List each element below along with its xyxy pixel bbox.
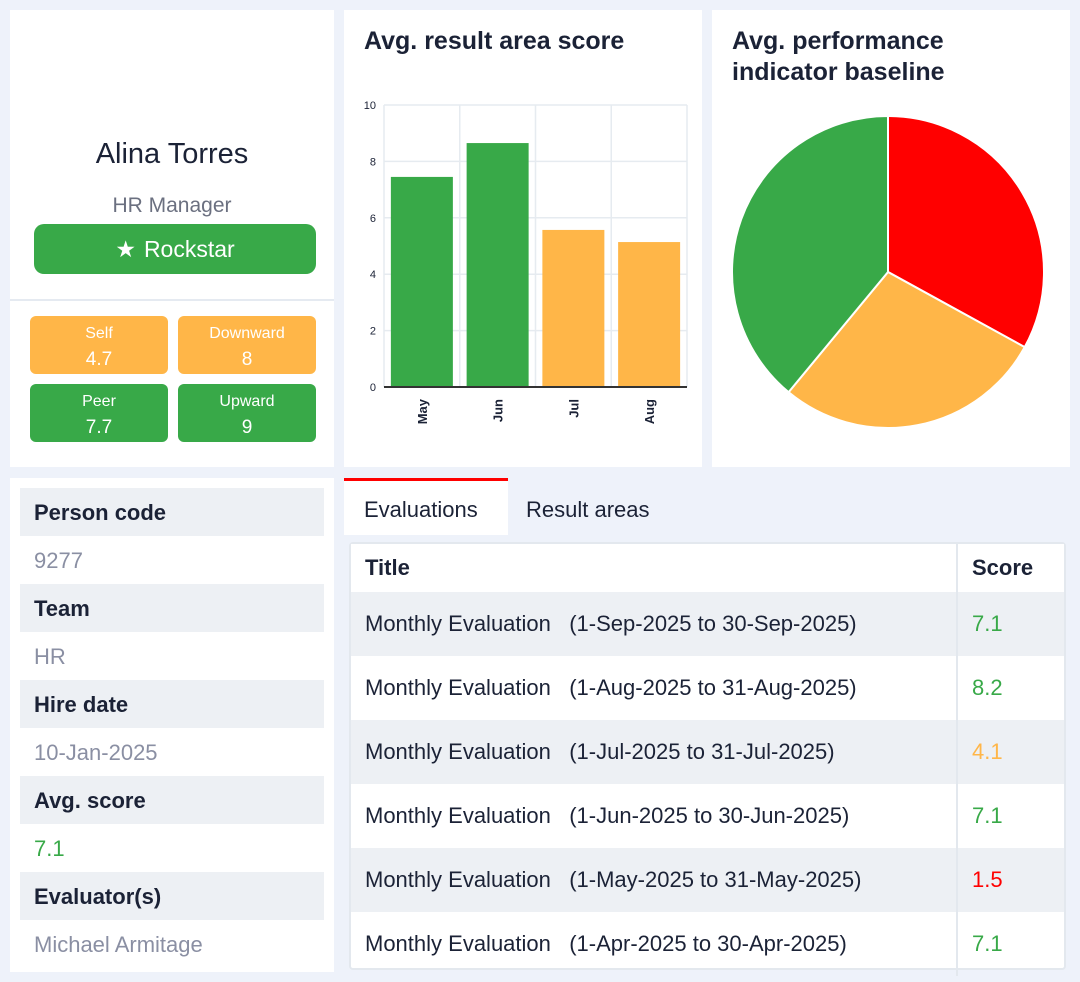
row-score: 7.1 (956, 912, 1064, 976)
bar-chart-card: Avg. result area score 0 2 4 6 8 10 May Jun Jul A… (344, 10, 702, 467)
tile-label: Downward (209, 325, 285, 342)
tile-value: 4.7 (85, 349, 113, 370)
bar-may (390, 176, 453, 387)
table-row[interactable]: Monthly Evaluation (1-Apr-2025 to 30-Apr… (351, 912, 1064, 976)
pie-chart (731, 114, 1045, 429)
rockstar-badge: ★ Rockstar (34, 224, 316, 274)
score-tile-downward: Downward 8 (178, 316, 316, 374)
pie-chart-title: Avg. performance indicator baseline (732, 27, 945, 86)
hire-date-value: 10-Jan-2025 (34, 740, 158, 765)
badge-label: Rockstar (143, 235, 235, 262)
row-score: 1.5 (956, 848, 1064, 912)
tab-result-areas[interactable]: Result areas (526, 497, 650, 522)
x-tick-label: May (415, 398, 430, 424)
y-tick-label: 4 (370, 269, 376, 281)
score-tile-peer: Peer 7.7 (30, 384, 168, 442)
profile-card: Alina Torres HR Manager ★ Rockstar Self 4.… (10, 10, 334, 467)
header-title: Title (365, 555, 410, 580)
pie-slice (731, 114, 889, 394)
table-row[interactable]: Monthly Evaluation (1-May-2025 to 31-May… (351, 848, 1064, 912)
pie-slice (787, 270, 1027, 429)
person-name: Alina Torres (95, 138, 249, 170)
evaluators-value: Michael Armitage (34, 932, 203, 957)
hire-date-label: Hire date (20, 680, 324, 728)
x-tick-label: Jun (491, 399, 506, 422)
table-row[interactable]: Monthly Evaluation (1-Jul-2025 to 31-Jul… (351, 720, 1064, 784)
tile-value: 8 (241, 349, 253, 370)
tile-value: 7.7 (85, 417, 113, 438)
evaluations-table: Title Score Monthly Evaluation (1-Sep-202… (349, 542, 1066, 976)
person-info-card: Person code 9277 Team HR Hire date 10-Ja… (10, 478, 334, 972)
pie-slice (887, 114, 1045, 349)
row-score: 4.1 (956, 720, 1064, 784)
table-header: Title Score (351, 544, 1064, 592)
tile-value: 9 (241, 417, 253, 438)
row-score: 7.1 (956, 592, 1064, 656)
bar-chart: 0 2 4 6 8 10 May Jun Jul Aug (364, 100, 688, 424)
row-score: 8.2 (956, 656, 1064, 720)
y-tick-label: 0 (370, 382, 376, 394)
avg-score-label: Avg. score (20, 776, 324, 824)
bar-aug (618, 242, 681, 387)
team-value: HR (34, 644, 66, 669)
tile-label: Upward (219, 393, 275, 410)
pie-chart-card: Avg. performance indicator baseline (712, 10, 1070, 467)
bar-chart-title: Avg. result area score (364, 27, 625, 55)
y-tick-label: 10 (364, 100, 376, 112)
x-tick-label: Jul (566, 399, 581, 418)
row-title: Monthly Evaluation (1-Aug-2025 to 31-Aug… (365, 675, 857, 700)
person-role: HR Manager (112, 194, 232, 217)
bar-jun (466, 143, 529, 387)
tab-evaluations[interactable]: Evaluations (344, 478, 508, 535)
team-label: Team (20, 584, 324, 632)
row-title: Monthly Evaluation (1-Sep-2025 to 30-Sep… (365, 611, 857, 636)
table-row[interactable]: Monthly Evaluation (1-Jun-2025 to 30-Jun… (351, 784, 1064, 848)
row-title: Monthly Evaluation (1-Jun-2025 to 30-Jun… (365, 803, 850, 828)
y-tick-label: 8 (370, 156, 376, 168)
tile-label: Peer (82, 393, 116, 410)
row-title: Monthly Evaluation (1-Apr-2025 to 30-Apr… (365, 931, 847, 956)
bar-jul (542, 229, 605, 387)
table-row[interactable]: Monthly Evaluation (1-Aug-2025 to 31-Aug… (351, 656, 1064, 720)
person-code-value: 9277 (34, 548, 83, 573)
score-tile-self: Self 4.7 (30, 316, 168, 374)
divider (10, 299, 334, 301)
table-row[interactable]: Monthly Evaluation (1-Sep-2025 to 30-Sep… (351, 592, 1064, 656)
evaluations-panel: Evaluations Result areas Title Score Mont… (344, 478, 1070, 976)
y-tick-label: 2 (370, 326, 376, 338)
row-title: Monthly Evaluation (1-May-2025 to 31-May… (365, 867, 862, 892)
person-code-label: Person code (20, 488, 324, 536)
x-tick-label: Aug (642, 399, 657, 424)
y-tick-label: 6 (370, 213, 376, 225)
tile-label: Self (85, 325, 113, 342)
star-icon: ★ (115, 235, 136, 262)
row-title: Monthly Evaluation (1-Jul-2025 to 31-Jul… (365, 739, 835, 764)
evaluators-label: Evaluator(s) (20, 872, 324, 920)
score-tile-upward: Upward 9 (178, 384, 316, 442)
avg-score-value: 7.1 (34, 836, 65, 861)
row-score: 7.1 (956, 784, 1064, 848)
header-score: Score (956, 544, 1064, 592)
